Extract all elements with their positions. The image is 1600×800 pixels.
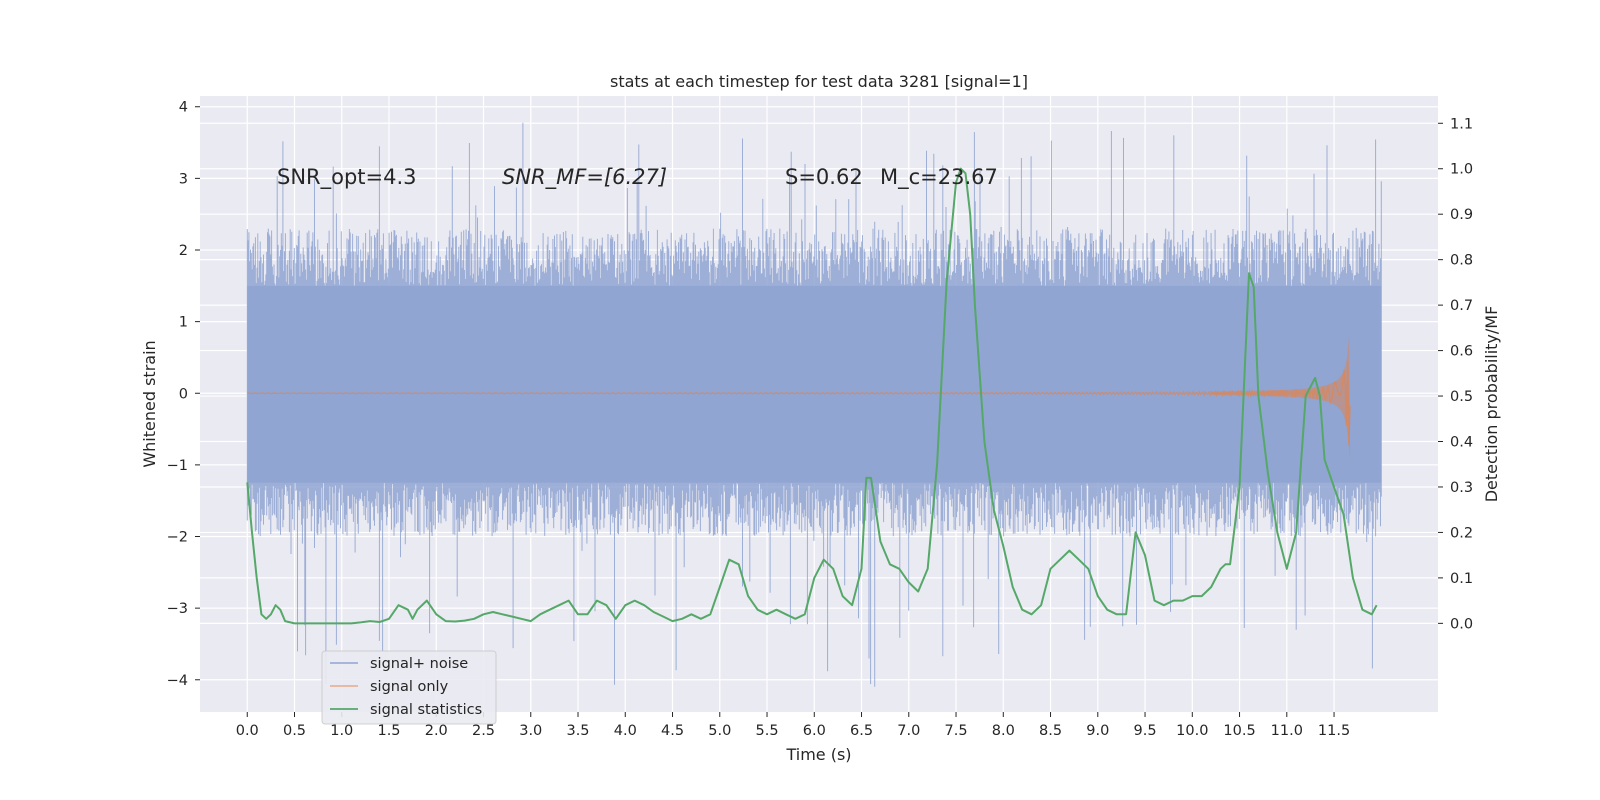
x-tick-label: 2.5 [472,723,495,739]
x-tick-label: 9.5 [1134,723,1157,739]
x-tick-label: 8.5 [1039,723,1062,739]
x-tick-label: 2.0 [425,723,448,739]
signal-plus-noise-series [246,122,1382,687]
x-tick-label: 5.5 [755,723,778,739]
x-tick-label: 8.0 [992,723,1015,739]
signal-only-series [247,334,1351,458]
y2-tick-label: 0.2 [1450,525,1473,541]
annotation-snr-opt: SNR_opt=4.3 [277,165,417,190]
y-axis-right: 1.1 1.0 0.9 0.8 0.7 0.6 0.5 0.4 0.3 0.2 0.1 0.0 [1438,116,1473,632]
x-axis-label: Time (s) [785,745,851,764]
x-tick-label: 6.0 [803,723,826,739]
y2-tick-label: 0.3 [1450,480,1473,496]
x-tick-label: 1.0 [330,723,353,739]
x-tick-label: 1.5 [377,723,400,739]
legend-label-noise: signal+ noise [370,656,468,672]
y2-tick-label: 0.0 [1450,616,1473,632]
x-tick-label: 11.0 [1271,723,1303,739]
x-tick-label: 4.5 [661,723,684,739]
legend-box [321,650,497,725]
x-axis: 0.0 0.5 1.0 1.5 2.0 2.5 3.0 3.5 4.0 4.5 5.0 5.5 6.0 6… [236,712,1350,739]
y-tick-label: 1 [179,315,188,331]
x-tick-label: 3.0 [519,723,542,739]
y-tick-label: 0 [179,386,188,402]
y2-tick-label: 0.7 [1450,298,1473,314]
annotation-mc: M_c=23.67 [880,165,998,190]
chart-title: stats at each timestep for test data 328… [610,72,1028,91]
noise-spikes [246,122,1382,687]
y2-tick-label: 1.0 [1450,162,1473,178]
y-tick-label: −1 [167,458,188,474]
y-tick-label: −3 [167,601,188,617]
x-tick-label: 3.5 [566,723,589,739]
y2-tick-label: 0.4 [1450,435,1473,451]
x-tick-label: 10.0 [1176,723,1208,739]
x-tick-label: 11.5 [1318,723,1350,739]
x-tick-label: 0.0 [236,723,259,739]
y2-tick-label: 0.1 [1450,571,1473,587]
annotation-snr-mf-text: SNR_MF=[6.27] [502,165,667,190]
y-tick-label: 2 [179,243,188,259]
legend: signal+ noise signal only signal statist… [321,650,497,725]
x-tick-label: 7.5 [944,723,967,739]
y-axis-label: Whitened strain [140,340,159,467]
x-tick-label: 7.0 [897,723,920,739]
y2-tick-label: 0.8 [1450,253,1473,269]
x-tick-label: 6.5 [850,723,873,739]
y2-tick-label: 0.6 [1450,344,1473,360]
y2-tick-label: 0.9 [1450,207,1473,223]
y2-tick-label: 1.1 [1450,116,1473,132]
annotation-snr-mf: SNR_MF=[6.27] [502,165,667,190]
x-tick-label: 10.5 [1223,723,1255,739]
y-axis-left: 4 3 2 1 0 −1 −2 −3 −4 [167,100,200,689]
signal-only-line [247,361,1351,446]
x-tick-label: 5.0 [708,723,731,739]
legend-label-stat: signal statistics [370,702,482,718]
y-tick-label: −4 [167,673,188,689]
signal-only-envelope [1211,334,1351,458]
y2-axis-label: Detection probability/MF [1482,306,1501,503]
y-tick-label: 3 [179,171,188,187]
y-tick-label: −2 [167,530,188,546]
x-tick-label: 4.0 [614,723,637,739]
legend-label-signal: signal only [370,679,449,695]
x-tick-label: 9.0 [1086,723,1109,739]
annotation-s: S=0.62 [785,165,863,189]
signal-statistics-line [246,167,1378,625]
x-tick-label: 0.5 [283,723,306,739]
y2-tick-label: 0.5 [1450,389,1473,405]
y-tick-label: 4 [179,100,188,116]
signal-statistics-series [246,167,1378,625]
